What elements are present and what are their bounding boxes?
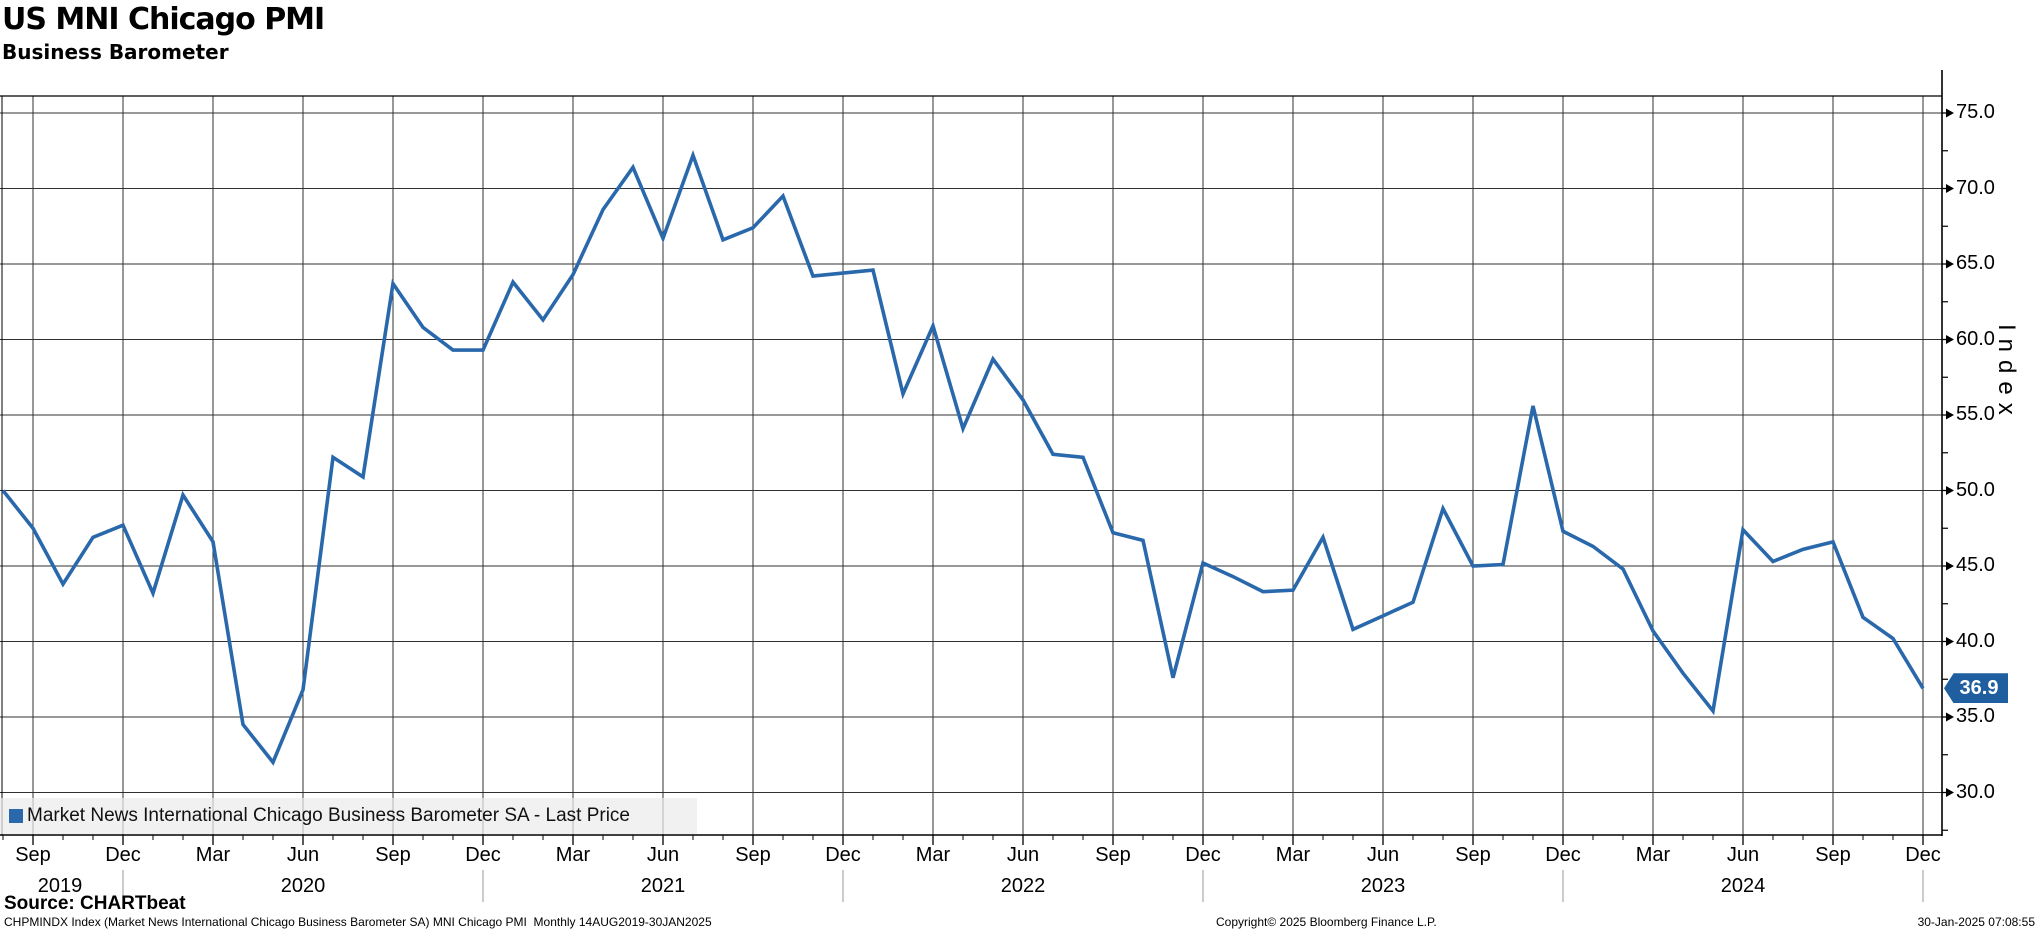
x-tick-label: Sep [15, 844, 51, 866]
x-tick-label: Jun [286, 844, 320, 866]
x-tick-label: Dec [105, 844, 141, 866]
page-title: US MNI Chicago PMI [2, 2, 325, 37]
x-year-label: 2022 [1000, 875, 1046, 897]
legend: Market News International Chicago Busine… [0, 798, 697, 834]
y-tick-arrow-icon [1946, 637, 1954, 646]
footer-description: CHPMINDX Index (Market News Internationa… [4, 915, 712, 929]
x-tick-label: Mar [1635, 844, 1671, 866]
y-tick-label: 45.0 [1956, 554, 1995, 576]
y-axis-title: Index [1993, 324, 2020, 423]
x-year-label: 2021 [640, 875, 686, 897]
footer-copyright: Copyright© 2025 Bloomberg Finance L.P. [1216, 915, 1437, 929]
x-tick-label: Mar [915, 844, 951, 866]
x-tick-label: Sep [375, 844, 411, 866]
y-tick-arrow-icon [1946, 788, 1954, 797]
x-tick-label: Jun [1006, 844, 1040, 866]
y-tick-arrow-icon [1946, 108, 1954, 118]
chart-subtitle: Business Barometer [2, 40, 229, 64]
series-line [1, 149, 1925, 766]
x-tick-label: Sep [1815, 844, 1851, 866]
x-tick-label: Dec [1905, 844, 1941, 866]
x-tick-label: Sep [735, 844, 771, 866]
y-tick-label: 30.0 [1956, 780, 1995, 803]
y-tick-arrow-icon [1946, 561, 1954, 571]
x-tick-label: Sep [1095, 844, 1131, 866]
x-tick-label: Dec [1545, 844, 1581, 866]
footer-timestamp: 30-Jan-2025 07:08:55 [1917, 915, 2035, 929]
x-year-label: 2024 [1720, 875, 1766, 897]
y-tick-label: 55.0 [1956, 403, 1995, 425]
y-tick-label: 50.0 [1956, 478, 1995, 501]
y-tick-label: 70.0 [1956, 176, 1995, 199]
legend-label: Market News International Chicago Busine… [27, 805, 630, 826]
x-tick-label: Jun [1366, 844, 1400, 866]
y-tick-label: 35.0 [1956, 705, 1995, 727]
x-year-label: 2020 [280, 875, 326, 897]
source-label: Source: CHARTbeat [4, 893, 186, 914]
x-tick-label: Dec [465, 844, 501, 866]
x-tick-label: Dec [825, 844, 861, 866]
x-year-label: 2019 [37, 875, 83, 897]
y-tick-arrow-icon [1946, 335, 1954, 344]
y-tick-label: 60.0 [1956, 327, 1995, 350]
last-price-value: 36.9 [1959, 676, 1999, 699]
y-tick-arrow-icon [1946, 184, 1954, 193]
y-tick-arrow-icon [1946, 410, 1954, 420]
y-tick-label: 65.0 [1956, 252, 1995, 274]
x-tick-label: Sep [1455, 844, 1491, 866]
y-tick-arrow-icon [1946, 712, 1954, 722]
y-tick-label: 40.0 [1956, 629, 1995, 652]
y-tick-label: 75.0 [1956, 101, 1995, 123]
x-tick-label: Jun [1726, 844, 1760, 866]
x-tick-label: Mar [1275, 844, 1311, 866]
x-tick-label: Jun [646, 844, 680, 866]
x-tick-label: Mar [555, 844, 591, 866]
y-tick-arrow-icon [1946, 486, 1954, 495]
x-year-label: 2023 [1360, 875, 1406, 897]
x-tick-label: Mar [195, 844, 231, 866]
x-tick-label: Dec [1185, 844, 1221, 866]
y-tick-arrow-icon [1946, 259, 1954, 269]
last-price-badge: 36.9 [1944, 673, 2008, 704]
legend-square-icon [9, 809, 23, 823]
